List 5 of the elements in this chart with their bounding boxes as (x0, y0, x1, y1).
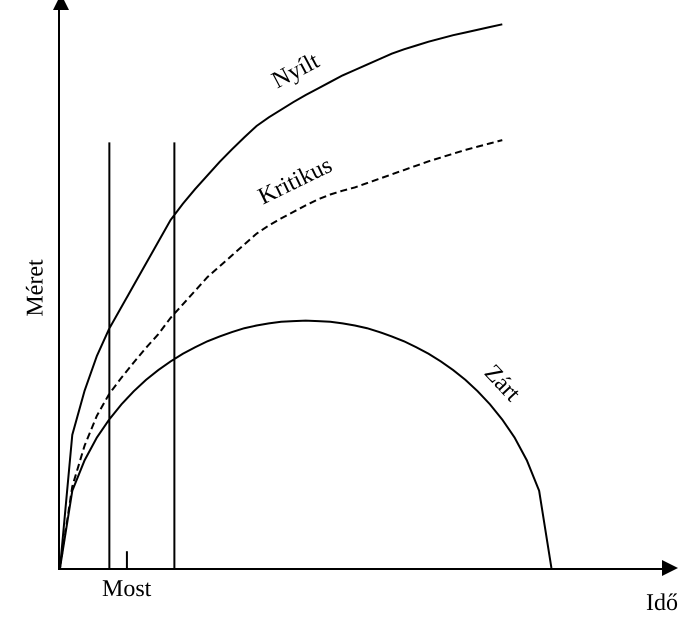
text: Zárt (478, 360, 526, 407)
y-axis-title: Méret (22, 259, 49, 317)
x-axis-title: Idő (646, 590, 678, 616)
text: Most (102, 576, 152, 602)
text: Nyílt (268, 48, 324, 94)
